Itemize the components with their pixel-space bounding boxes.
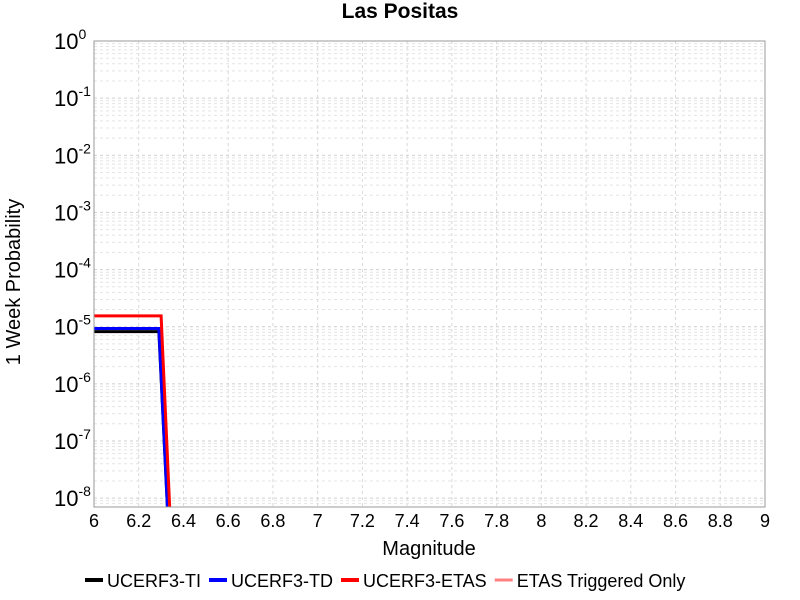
x-tick-label: 6.2: [126, 511, 151, 531]
chart-title: Las Positas: [342, 0, 459, 23]
y-axis-label: 1 Week Probability: [3, 199, 25, 365]
x-tick-label: 8.2: [574, 511, 599, 531]
x-tick-label: 8.4: [618, 511, 643, 531]
y-tick-label: 10-3: [54, 197, 91, 225]
x-tick-label: 6: [89, 511, 99, 531]
legend-label: UCERF3-ETAS: [363, 571, 487, 591]
series-line-2: [94, 314, 172, 507]
plot-area: [94, 41, 765, 507]
legend-label: UCERF3-TD: [231, 571, 333, 591]
legend-label: ETAS Triggered Only: [517, 571, 686, 591]
x-tick-label: 9: [760, 511, 770, 531]
x-tick-label: 6.6: [216, 511, 241, 531]
x-axis-label: Magnitude: [382, 538, 475, 560]
x-tick-label: 6.4: [171, 511, 196, 531]
y-tick-label: 10-6: [54, 369, 91, 397]
x-tick-label: 7.8: [484, 511, 509, 531]
x-tick-label: 7.4: [395, 511, 420, 531]
x-tick-label: 8.8: [708, 511, 733, 531]
y-tick-label: 10-1: [54, 83, 91, 111]
x-tick-labels: 6 6.2 6.4 6.6 6.8 7 7.2 7.4 7.6 7.8 8 8.2 8.4 8.6 8.8 9: [89, 511, 770, 531]
x-tick-label: 7: [313, 511, 323, 531]
x-tick-label: 8.6: [663, 511, 688, 531]
grid: [93, 41, 766, 508]
y-tick-label: 10-4: [54, 255, 91, 283]
y-tick-label: 10-7: [54, 426, 91, 454]
y-tick-label: 10-5: [54, 312, 91, 340]
legend-label: UCERF3-TI: [107, 571, 201, 591]
x-tick-label: 6.8: [260, 511, 285, 531]
x-tick-label: 7.6: [439, 511, 464, 531]
series-line-1: [94, 327, 169, 507]
x-tick-label: 7.2: [350, 511, 375, 531]
y-tick-label: 100: [54, 26, 86, 54]
x-tick-label: 8: [536, 511, 546, 531]
legend: UCERF3-TI UCERF3-TD UCERF3-ETAS ETAS Trigge…: [85, 571, 685, 591]
y-tick-label: 10-2: [54, 140, 91, 168]
y-tick-label: 10-8: [54, 483, 91, 511]
plot-frame: [93, 40, 766, 508]
y-tick-labels: 100 10-1 10-2 10-3 10-4 10-5 10-6 10-7 10-8: [54, 26, 91, 511]
series-group: [94, 314, 172, 507]
